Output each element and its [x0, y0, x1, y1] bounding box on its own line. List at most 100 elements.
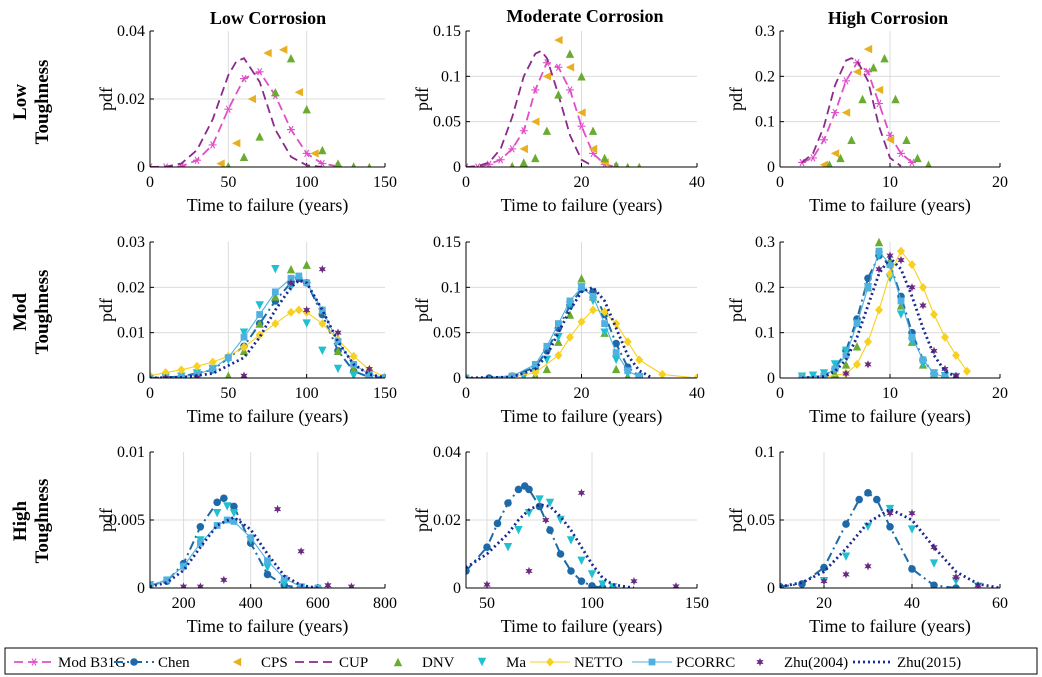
data-point-dnv	[913, 153, 922, 163]
data-point-pcorrc	[240, 333, 248, 341]
y-tick-label: 0.05	[433, 325, 461, 342]
data-point-zhu-2004	[365, 364, 373, 374]
subplot: 50 100 150 0 0.02 0.04 Time to failure (years)…	[412, 444, 709, 637]
y-tick-label: 0.05	[433, 114, 461, 131]
series-group	[797, 237, 971, 378]
data-point-zhu-2004	[196, 582, 204, 588]
data-point-ma	[349, 371, 358, 378]
x-axis-label: Time to failure (years)	[501, 195, 663, 216]
data-point-netto	[623, 337, 632, 347]
data-point-ma	[239, 328, 249, 337]
data-point-zhu-2004	[672, 582, 680, 588]
data-point-mod-b31g	[302, 149, 311, 158]
series-group	[466, 35, 642, 167]
y-tick-label: 0.2	[755, 68, 775, 85]
data-point-ma	[808, 371, 818, 378]
data-point-zhu-2004	[324, 581, 332, 588]
data-point-netto	[635, 355, 644, 365]
data-point-dnv	[554, 337, 563, 346]
x-tick-label: 50	[220, 174, 236, 191]
data-point-pcorrc	[930, 370, 938, 377]
data-point-pcorrc	[589, 293, 597, 300]
series-line-zhu-2015	[150, 279, 385, 378]
legend-marker	[648, 658, 656, 666]
data-point-chen	[230, 502, 238, 511]
data-point-mod-b31g	[466, 163, 470, 167]
data-point-dnv	[826, 160, 833, 167]
data-point-dnv	[302, 105, 311, 114]
data-point-pcorrc	[466, 374, 470, 378]
data-point-pcorrc	[864, 283, 872, 291]
data-point-ma	[524, 509, 534, 518]
data-point-dnv	[542, 364, 552, 374]
data-point-pcorrc	[601, 320, 608, 327]
legend-marker	[30, 658, 38, 666]
data-point-dnv	[286, 265, 296, 274]
data-point-chen	[952, 584, 960, 588]
series-line-zhu-2015	[150, 515, 319, 588]
y-axis-label: pdf	[726, 87, 746, 111]
data-point-dnv	[588, 126, 598, 135]
series-line-zhu-2015	[466, 285, 652, 378]
data-point-pcorrc	[365, 370, 373, 378]
legend-label: Mod B31G	[58, 655, 126, 671]
data-point-zhu-2004	[864, 360, 872, 369]
data-point-pcorrc	[213, 522, 221, 529]
series-group	[780, 489, 1000, 588]
row-title-line1: Low	[10, 84, 31, 120]
data-point-zhu-2004	[930, 543, 938, 552]
data-point-zhu-2004	[179, 582, 188, 588]
data-point-pcorrc	[842, 351, 850, 359]
data-point-dnv	[531, 153, 540, 163]
data-point-pcorrc	[941, 373, 949, 378]
data-point-pcorrc	[318, 306, 326, 314]
data-point-pcorrc	[247, 534, 255, 542]
data-point-pcorrc	[897, 297, 905, 305]
data-point-chen	[220, 494, 228, 503]
data-point-chen	[514, 485, 523, 494]
data-point-dnv	[255, 319, 264, 328]
x-axis-label: Time to failure (years)	[187, 195, 349, 216]
y-tick-label: 0.1	[441, 279, 461, 296]
data-point-cps	[885, 135, 895, 144]
data-point-dnv	[625, 162, 630, 167]
data-point-pcorrc	[555, 320, 562, 327]
data-point-ma	[929, 559, 939, 568]
legend-label: DNV	[422, 655, 455, 671]
y-axis-label: pdf	[412, 298, 432, 322]
x-tick-label: 100	[295, 385, 319, 402]
data-point-mod-b31g	[897, 149, 905, 158]
data-point-chen	[567, 567, 575, 575]
data-point-pcorrc	[287, 274, 295, 282]
x-tick-label: 40	[904, 595, 920, 612]
data-point-zhu-2004	[303, 305, 311, 315]
series-group	[150, 260, 385, 378]
data-point-cps	[278, 45, 288, 54]
y-tick-label: 0.02	[117, 279, 145, 296]
data-point-chen	[886, 523, 894, 531]
data-point-dnv	[565, 49, 575, 58]
data-point-netto	[577, 317, 586, 327]
legend-label: Chen	[158, 655, 190, 671]
data-point-dnv	[891, 94, 900, 104]
data-point-zhu-2004	[525, 566, 533, 576]
data-point-pcorrc	[163, 576, 171, 584]
x-tick-label: 150	[685, 595, 709, 612]
y-tick-label: 0.03	[117, 234, 145, 251]
data-point-cps	[216, 159, 225, 167]
legend-item: Chen	[114, 655, 190, 671]
data-point-mod-b31g	[208, 141, 217, 149]
data-point-pcorrc	[224, 354, 232, 361]
y-axis-label: pdf	[96, 508, 116, 532]
data-point-dnv	[577, 72, 586, 81]
data-point-pcorrc	[798, 374, 806, 378]
data-point-netto	[554, 350, 563, 360]
y-tick-label: 0	[453, 370, 461, 387]
data-point-zhu-2004	[886, 509, 894, 518]
data-point-pcorrc	[150, 374, 154, 378]
data-point-chen	[908, 565, 916, 573]
x-tick-label: 400	[239, 595, 263, 612]
subplot: 0 50 100 150 0 0.02 0.04 Time to failure (years…	[96, 23, 397, 216]
data-point-mod-b31g	[809, 154, 817, 162]
data-point-netto	[875, 305, 883, 315]
